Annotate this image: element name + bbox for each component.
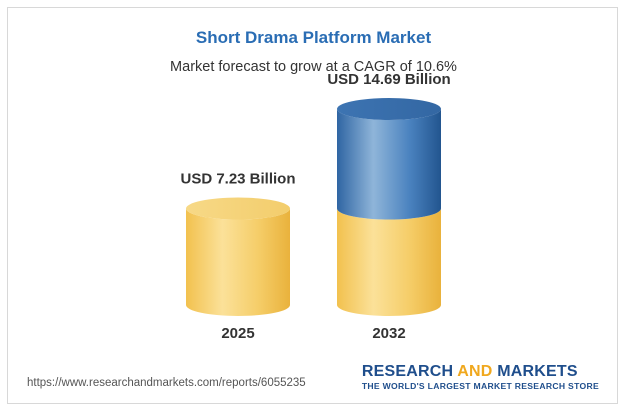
brand-tagline: THE WORLD'S LARGEST MARKET RESEARCH STOR…	[361, 381, 599, 391]
category-label-2032: 2032	[372, 325, 405, 342]
brand-word-markets: MARKETS	[497, 363, 578, 380]
chart-title: Short Drama Platform Market	[195, 28, 432, 47]
bar-2032-top	[337, 98, 441, 120]
brand-word-and: AND	[457, 363, 493, 380]
bar-2032-base-segment	[337, 208, 441, 316]
bar-2032-growth-segment	[337, 109, 441, 220]
source-url[interactable]: https://www.researchandmarkets.com/repor…	[27, 377, 306, 389]
brand-logo: RESEARCH AND MARKETS THE WORLD'S LARGEST…	[362, 363, 599, 392]
data-label-2032: USD 14.69 Billion	[327, 71, 450, 88]
data-label-2025: USD 7.23 Billion	[180, 171, 295, 188]
chart-subtitle: Market forecast to grow at a CAGR of 10.…	[170, 59, 457, 75]
bar-2025	[186, 208, 290, 316]
category-label-2025: 2025	[221, 325, 254, 342]
chart-frame	[7, 7, 618, 404]
bar-2025-top	[186, 197, 290, 220]
brand-word-research: RESEARCH	[361, 363, 454, 380]
